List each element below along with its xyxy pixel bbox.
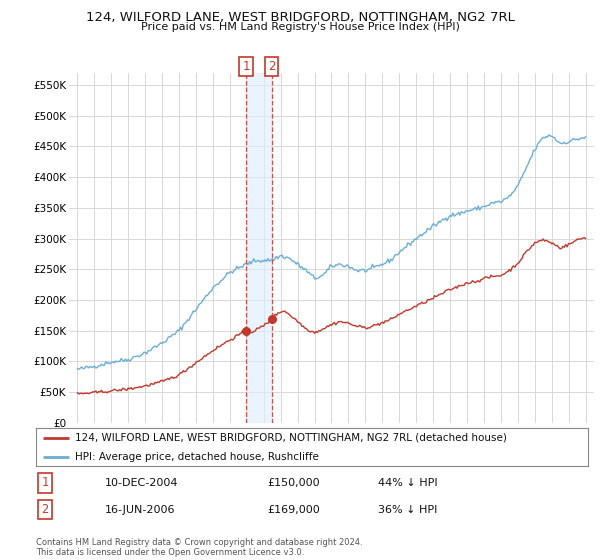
Text: 2: 2 xyxy=(268,60,275,73)
Text: 10-DEC-2004: 10-DEC-2004 xyxy=(105,478,179,488)
Text: 124, WILFORD LANE, WEST BRIDGFORD, NOTTINGHAM, NG2 7RL: 124, WILFORD LANE, WEST BRIDGFORD, NOTTI… xyxy=(86,11,514,24)
Text: 44% ↓ HPI: 44% ↓ HPI xyxy=(378,478,437,488)
Text: 36% ↓ HPI: 36% ↓ HPI xyxy=(378,505,437,515)
Text: 16-JUN-2006: 16-JUN-2006 xyxy=(105,505,176,515)
Bar xyxy=(246,73,272,423)
Text: 1: 1 xyxy=(41,476,49,489)
Text: 124, WILFORD LANE, WEST BRIDGFORD, NOTTINGHAM, NG2 7RL (detached house): 124, WILFORD LANE, WEST BRIDGFORD, NOTTI… xyxy=(74,432,506,442)
Text: £169,000: £169,000 xyxy=(267,505,320,515)
Text: 1: 1 xyxy=(242,60,250,73)
Text: 2: 2 xyxy=(41,503,49,516)
Text: HPI: Average price, detached house, Rushcliffe: HPI: Average price, detached house, Rush… xyxy=(74,451,319,461)
Text: £150,000: £150,000 xyxy=(267,478,320,488)
Text: Contains HM Land Registry data © Crown copyright and database right 2024.
This d: Contains HM Land Registry data © Crown c… xyxy=(36,538,362,557)
Text: Price paid vs. HM Land Registry's House Price Index (HPI): Price paid vs. HM Land Registry's House … xyxy=(140,22,460,32)
